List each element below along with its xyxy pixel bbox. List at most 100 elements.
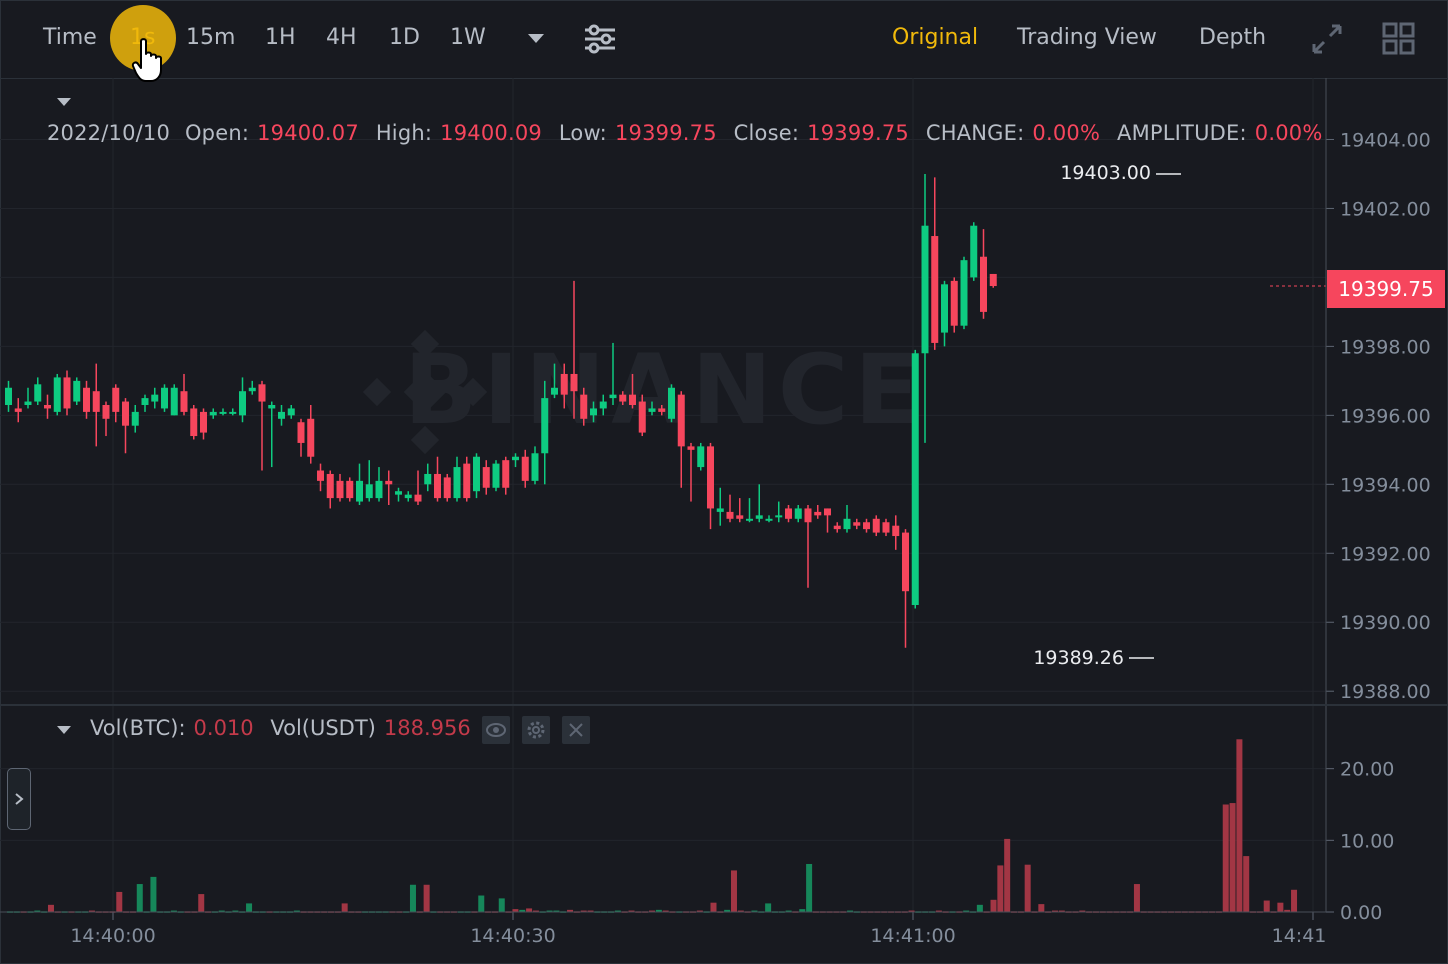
candle-body	[531, 453, 539, 481]
legend-collapse-icon[interactable]	[57, 98, 71, 106]
vol-settings-button[interactable]	[522, 716, 550, 744]
volume-bar	[963, 910, 970, 913]
gear-icon	[527, 721, 545, 739]
vol-remove-button[interactable]	[562, 716, 590, 744]
candle-body	[307, 418, 315, 457]
candle-body	[83, 387, 90, 412]
price-axis-tick: 19390.00	[1340, 612, 1431, 634]
candle-body	[151, 394, 159, 402]
candle-body	[687, 446, 695, 450]
price-axis-tick: 19388.00	[1340, 681, 1431, 703]
volume-axis-tick: 10.00	[1340, 830, 1394, 852]
candle-body	[239, 391, 246, 416]
vol-collapse-icon[interactable]	[57, 726, 71, 734]
volume-bar	[532, 910, 539, 913]
volume-bar	[580, 910, 587, 913]
candle-body	[902, 532, 909, 592]
vol-visibility-button[interactable]	[482, 716, 510, 744]
candle-body	[180, 391, 188, 412]
candle-body	[872, 518, 880, 533]
volume-bar	[34, 910, 41, 913]
volume-bar	[553, 910, 560, 913]
volume-bar	[1133, 884, 1140, 912]
candle-body	[765, 518, 773, 521]
volume-bar	[423, 884, 430, 912]
open-label: Open:	[184, 121, 250, 145]
volume-bar	[1051, 910, 1058, 913]
volume-axis-tick: 20.00	[1340, 759, 1394, 781]
candle-body	[395, 491, 402, 495]
ohlc-date: 2022/10/10	[47, 121, 171, 145]
candle-body	[580, 394, 588, 419]
candle-body	[619, 394, 627, 402]
volume-bar	[662, 910, 669, 913]
interval-dropdown-icon[interactable]	[527, 33, 545, 45]
view-original[interactable]: Original	[892, 25, 979, 50]
view-trading-view[interactable]: Trading View	[1017, 25, 1157, 50]
volume-bar	[136, 884, 143, 912]
interval-1h[interactable]: 1H	[265, 25, 296, 50]
amplitude-label: AMPLITUDE:	[1117, 121, 1247, 145]
interval-4h[interactable]: 4H	[326, 25, 357, 50]
candle-body	[853, 522, 861, 526]
candle-body	[824, 508, 831, 516]
volume-bar	[170, 910, 177, 913]
interval-15m[interactable]: 15m	[186, 25, 236, 50]
candle-body	[629, 394, 636, 405]
candle-body	[755, 515, 763, 519]
svg-text:19403.00: 19403.00	[1060, 162, 1151, 184]
candle-body	[356, 480, 363, 502]
candle-body	[209, 411, 217, 416]
volume-bar	[1222, 804, 1229, 912]
candle-body	[551, 387, 558, 395]
volume-bar	[88, 910, 95, 913]
volume-bar	[498, 898, 505, 912]
settings-sliders-icon[interactable]	[583, 22, 617, 56]
candle-body	[804, 508, 812, 523]
candle-body	[53, 377, 61, 412]
interval-1d[interactable]: 1D	[389, 25, 420, 50]
candle-body	[989, 273, 997, 287]
volume-bar	[710, 902, 717, 912]
candle-body	[200, 411, 207, 433]
candle-body	[102, 405, 110, 419]
volume-bar	[1004, 838, 1011, 912]
price-axis-tick: 19402.00	[1340, 198, 1431, 220]
volume-bar	[1079, 910, 1086, 913]
layout-grid-icon[interactable]	[1382, 22, 1416, 56]
candle-body	[941, 284, 948, 333]
vol-usdt-value: 188.956	[383, 716, 471, 740]
volume-bar	[1024, 864, 1031, 912]
volume-legend: Vol(BTC): 0.010 Vol(USDT) 188.956	[90, 716, 481, 740]
volume-bar	[512, 909, 519, 912]
candle-body	[287, 408, 295, 416]
volume-bar	[526, 908, 533, 912]
side-panel-toggle[interactable]	[7, 768, 31, 830]
time-axis-tick: 14:41:00	[870, 925, 955, 947]
svg-text:19389.26: 19389.26	[1033, 647, 1124, 669]
candle-body	[960, 260, 968, 326]
interval-time[interactable]: Time	[43, 25, 97, 50]
fullscreen-icon[interactable]	[1310, 22, 1344, 56]
volume-bar	[293, 910, 300, 913]
candle-body	[404, 494, 412, 499]
candle-body	[814, 511, 822, 516]
volume-bar	[1058, 910, 1065, 913]
volume-bar	[997, 865, 1004, 912]
change-label: CHANGE:	[925, 121, 1025, 145]
volume-bar	[409, 884, 416, 912]
volume-bar	[519, 909, 526, 912]
view-depth[interactable]: Depth	[1199, 25, 1267, 50]
candle-body	[512, 456, 519, 461]
candle-body	[112, 387, 120, 412]
candle-body	[297, 422, 305, 443]
candle-body	[599, 401, 607, 409]
close-label: Close:	[733, 121, 800, 145]
interval-1w[interactable]: 1W	[450, 25, 486, 50]
candle-body	[882, 522, 890, 533]
candle-body	[5, 387, 12, 405]
candle-body	[775, 515, 783, 518]
toolbar: Time 1s 15m 1H 4H 1D 1W Original Trading…	[0, 0, 1448, 79]
volume-bar	[628, 910, 635, 913]
candle-body	[463, 463, 471, 499]
